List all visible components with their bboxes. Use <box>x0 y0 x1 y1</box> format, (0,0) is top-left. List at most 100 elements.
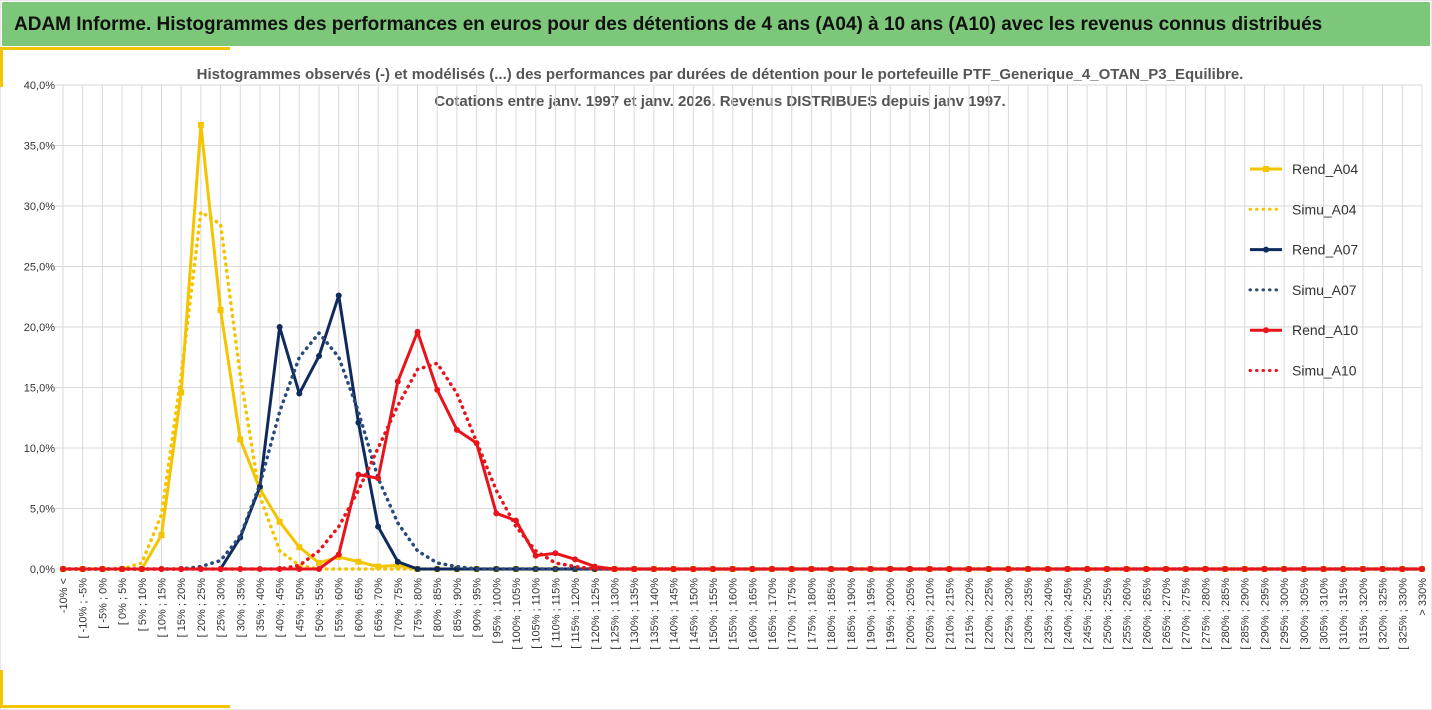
marker <box>335 292 342 299</box>
y-tick-label: 0,0% <box>30 564 55 576</box>
x-tick-label: [ 215% ; 220% <box>964 578 976 650</box>
x-tick-label: [ 80% ; 85% <box>432 578 444 638</box>
marker <box>296 390 303 397</box>
x-tick-label: [ 30% ; 35% <box>235 578 247 638</box>
x-tick-label: [ 35% ; 40% <box>255 578 267 638</box>
x-tick-label: [ 10% ; 15% <box>156 578 168 638</box>
marker <box>375 523 382 530</box>
chart-title: Histogrammes observés (-) et modélisés (… <box>197 66 1244 83</box>
x-tick-label: [ 180% ; 185% <box>826 578 838 650</box>
x-tick-label: [ 145% ; 150% <box>688 578 700 650</box>
marker <box>394 378 401 385</box>
marker <box>394 558 401 565</box>
x-tick-label: [ 95% ; 100% <box>491 578 503 644</box>
x-tick-label: [ 290% ; 295% <box>1259 578 1271 650</box>
marker <box>355 558 362 565</box>
x-tick-label: [ 280% ; 285% <box>1220 578 1232 650</box>
marker <box>493 510 500 517</box>
x-tick-label: [ 75% ; 80% <box>413 578 425 638</box>
legend-marker <box>1263 166 1269 172</box>
x-tick-label: [ 40% ; 45% <box>275 578 287 638</box>
marker <box>335 551 342 558</box>
accent <box>0 47 3 87</box>
x-tick-label: [ 150% ; 155% <box>708 578 720 650</box>
x-tick-label: [ 160% ; 165% <box>747 578 759 650</box>
x-tick-label: [ 100% ; 105% <box>511 578 523 650</box>
y-tick-label: 30,0% <box>24 201 55 213</box>
x-tick-label: [ -5% ; 0% <box>97 578 109 629</box>
header-title: ADAM Informe. Histogrammes des performan… <box>14 14 1322 35</box>
marker <box>237 436 244 443</box>
marker <box>178 389 185 396</box>
x-tick-label: [ 230% ; 235% <box>1023 578 1035 650</box>
y-tick-label: 20,0% <box>24 322 55 334</box>
marker <box>316 566 323 572</box>
x-tick-label: [ 225% ; 230% <box>1003 578 1015 650</box>
x-tick-label: [ 220% ; 225% <box>984 578 996 650</box>
marker <box>1162 566 1169 572</box>
x-tick-label: [ 270% ; 275% <box>1181 578 1193 650</box>
x-tick-label: [ 320% ; 325% <box>1378 578 1390 650</box>
legend-label: Rend_A07 <box>1292 242 1358 258</box>
chart-subtitle: Cotations entre janv. 1997 et janv. 2026… <box>434 93 1005 110</box>
marker <box>1182 566 1189 572</box>
x-tick-label: [ 120% ; 125% <box>590 578 602 650</box>
marker <box>434 386 441 393</box>
y-tick-label: 10,0% <box>24 443 55 455</box>
x-tick-label: [ 240% ; 245% <box>1062 578 1074 650</box>
x-tick-label: [ 310% ; 315% <box>1338 578 1350 650</box>
x-tick-label: -10% < <box>58 578 70 613</box>
x-tick-label: [ 65% ; 70% <box>373 578 385 638</box>
marker <box>316 559 323 566</box>
x-tick-label: [ 300% ; 305% <box>1299 578 1311 650</box>
marker <box>355 471 362 478</box>
accent <box>0 670 3 708</box>
x-tick-label: [ 295% ; 300% <box>1279 578 1291 650</box>
marker <box>276 324 283 330</box>
y-tick-label: 35,0% <box>24 141 55 153</box>
marker <box>1084 566 1091 572</box>
x-tick-label: [ 315% ; 320% <box>1358 578 1370 650</box>
x-tick-label: [ 105% ; 110% <box>531 578 543 649</box>
x-tick-label: [ 165% ; 170% <box>767 578 779 650</box>
x-tick-label: [ 265% ; 270% <box>1161 578 1173 650</box>
x-tick-label: [ 325% ; 330% <box>1397 578 1409 650</box>
x-tick-label: [ 170% ; 175% <box>787 578 799 650</box>
marker <box>1103 566 1110 572</box>
marker <box>296 566 303 572</box>
x-tick-label: [ 175% ; 180% <box>806 578 818 650</box>
legend-label: Simu_A04 <box>1292 201 1357 217</box>
marker <box>453 426 460 433</box>
x-tick-label: [ 50% ; 55% <box>314 578 326 638</box>
marker <box>375 563 382 570</box>
x-tick-label: [ 25% ; 30% <box>216 578 228 638</box>
accent <box>0 705 230 708</box>
series-line <box>61 361 1424 571</box>
x-tick-label: [ 55% ; 60% <box>334 578 346 638</box>
x-tick-label: [ 210% ; 215% <box>944 578 956 650</box>
y-tick-label: 40,0% <box>24 80 55 92</box>
x-tick-label: [ 90% ; 95% <box>472 578 484 638</box>
marker <box>197 121 204 128</box>
x-tick-label: [ 115% ; 120% <box>570 578 582 649</box>
legend-label: Rend_A10 <box>1292 322 1358 338</box>
y-tick-label: 15,0% <box>24 383 55 395</box>
x-tick-label: [ 255% ; 260% <box>1122 578 1134 650</box>
x-tick-label: [ 60% ; 65% <box>353 578 365 638</box>
marker <box>552 550 559 557</box>
x-tick-label: [ 305% ; 310% <box>1319 578 1331 650</box>
x-tick-label: [ 85% ; 90% <box>452 578 464 638</box>
x-tick-label: [ 0% ; 5% <box>117 578 129 625</box>
x-tick-label: [ 155% ; 160% <box>728 578 740 650</box>
x-tick-label: [ 5% ; 10% <box>137 578 149 631</box>
x-tick-label: [ -10% ; -5% <box>78 578 90 639</box>
x-tick-label: [ 285% ; 290% <box>1240 578 1252 650</box>
x-tick-label: [ 245% ; 250% <box>1082 578 1094 650</box>
x-tick-label: > 330% <box>1417 578 1429 616</box>
x-tick-label: [ 70% ; 75% <box>393 578 405 638</box>
marker <box>1419 566 1425 572</box>
x-tick-label: [ 260% ; 265% <box>1141 578 1153 650</box>
x-tick-label: [ 130% ; 135% <box>629 578 641 650</box>
